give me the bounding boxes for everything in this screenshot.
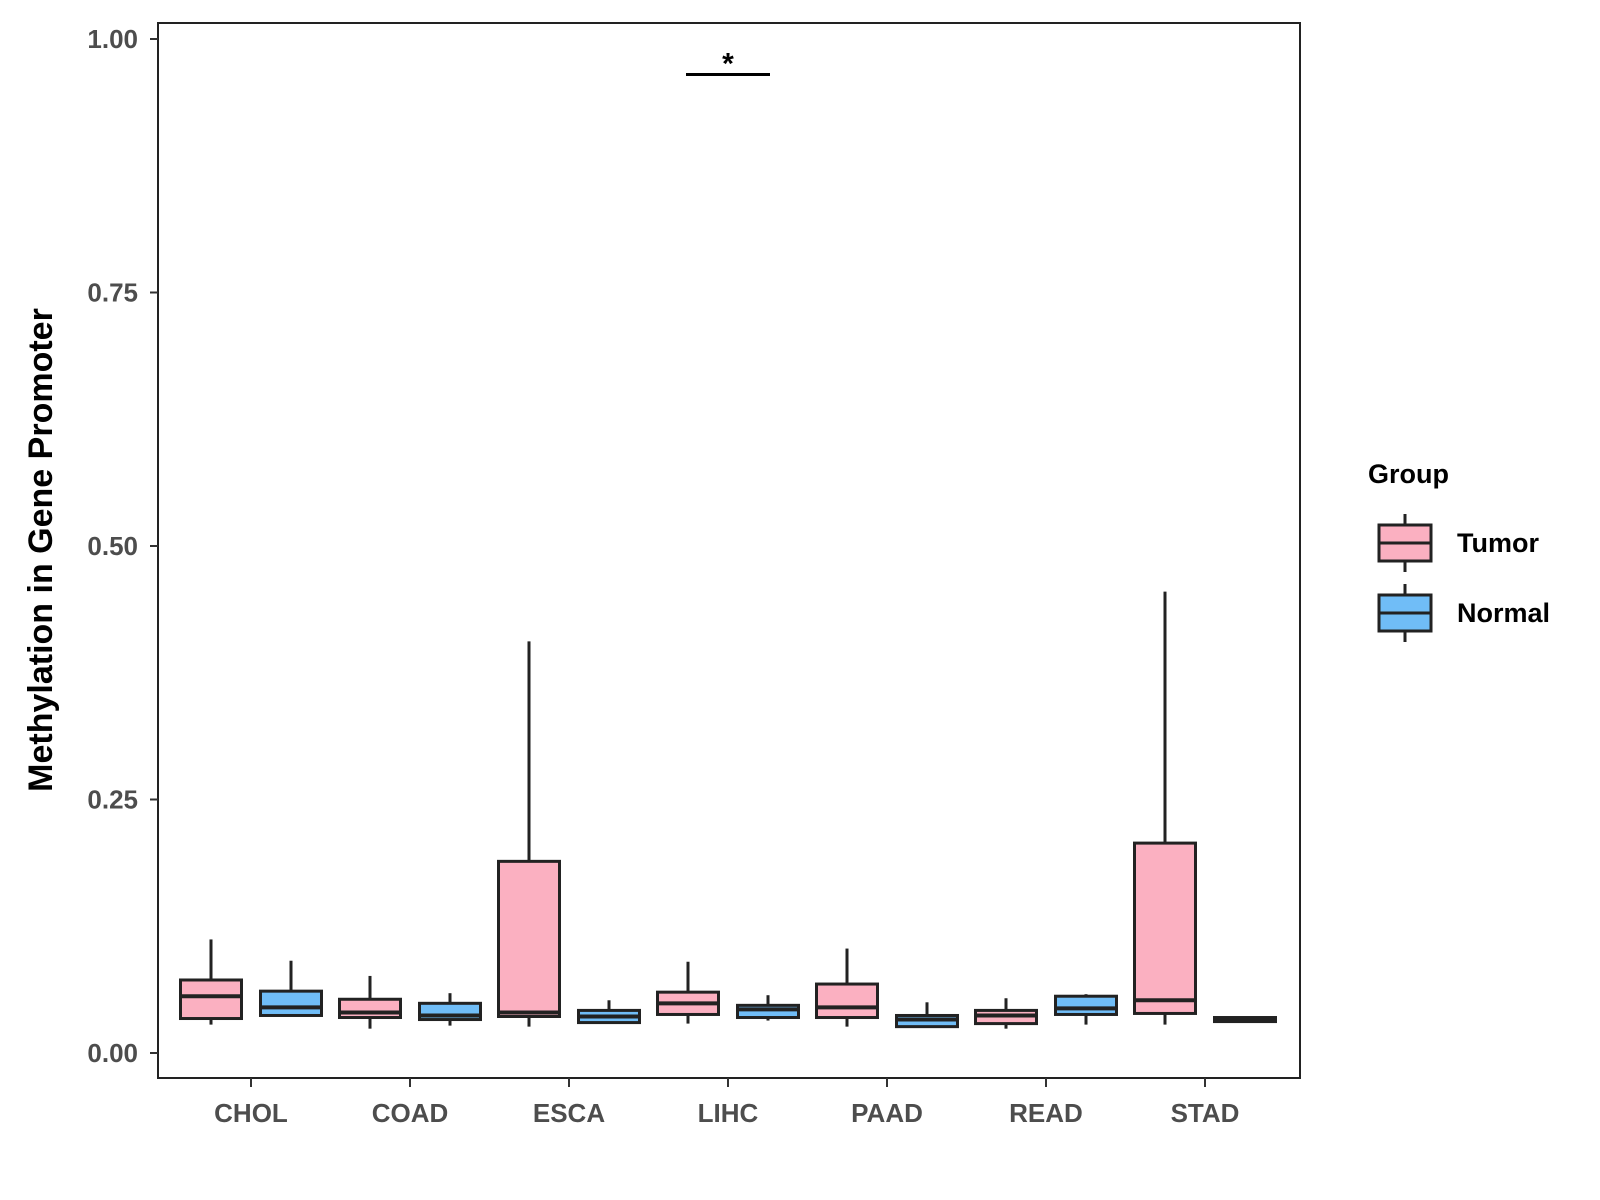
x-tick-label: PAAD [851, 1098, 923, 1128]
y-tick-label: 1.00 [87, 24, 138, 54]
box-iqr [815, 982, 879, 1020]
box-tumor-lihc [656, 961, 720, 1024]
box-tumor-chol [179, 939, 243, 1025]
box-normal-coad [418, 993, 482, 1026]
plot-area: * [179, 47, 1277, 1029]
box-tumor-esca [497, 641, 561, 1027]
box-iqr [1054, 994, 1118, 1016]
y-tick-label: 0.75 [87, 278, 138, 308]
y-axis: 0.00 0.25 0.50 0.75 1.00 [87, 24, 158, 1068]
x-tick-label: CHOL [214, 1098, 288, 1128]
box-iqr [338, 997, 402, 1020]
legend-label: Tumor [1457, 528, 1539, 558]
significance-annotation: * [686, 47, 770, 80]
box-normal-esca [577, 1000, 641, 1025]
box-normal-stad [1213, 1016, 1277, 1024]
legend-title: Group [1368, 459, 1449, 489]
x-tick-label: READ [1009, 1098, 1083, 1128]
y-tick-label: 0.50 [87, 531, 138, 561]
y-axis-title: Methylation in Gene Promoter [22, 308, 60, 792]
legend-item-normal: Normal [1377, 584, 1550, 642]
x-tick-label: LIHC [698, 1098, 759, 1128]
box-normal-lihc [736, 995, 800, 1021]
legend-item-tumor: Tumor [1377, 514, 1539, 572]
box-iqr [179, 978, 243, 1021]
box-iqr [1133, 841, 1197, 1015]
box-tumor-coad [338, 975, 402, 1029]
box-tumor-stad [1133, 591, 1197, 1025]
x-tick-label: ESCA [533, 1098, 605, 1128]
significance-label: * [722, 47, 734, 80]
y-tick-label: 0.25 [87, 785, 138, 815]
box-iqr [497, 859, 561, 1018]
box-normal-paad [895, 1002, 959, 1029]
x-tick-label: STAD [1171, 1098, 1240, 1128]
legend-label: Normal [1457, 598, 1550, 628]
plot-panel-border [157, 22, 1301, 1079]
x-axis: CHOL COAD ESCA LIHC PAAD READ STAD [214, 1078, 1239, 1128]
box-normal-chol [259, 960, 323, 1017]
y-tick-label: 0.00 [87, 1038, 138, 1068]
box-normal-read [1054, 994, 1118, 1025]
box-iqr [259, 989, 323, 1017]
box-tumor-read [974, 998, 1038, 1029]
box-iqr [736, 1003, 800, 1020]
legend: Group Tumor Normal [1368, 459, 1550, 642]
box-tumor-paad [815, 948, 879, 1027]
x-tick-label: COAD [372, 1098, 449, 1128]
